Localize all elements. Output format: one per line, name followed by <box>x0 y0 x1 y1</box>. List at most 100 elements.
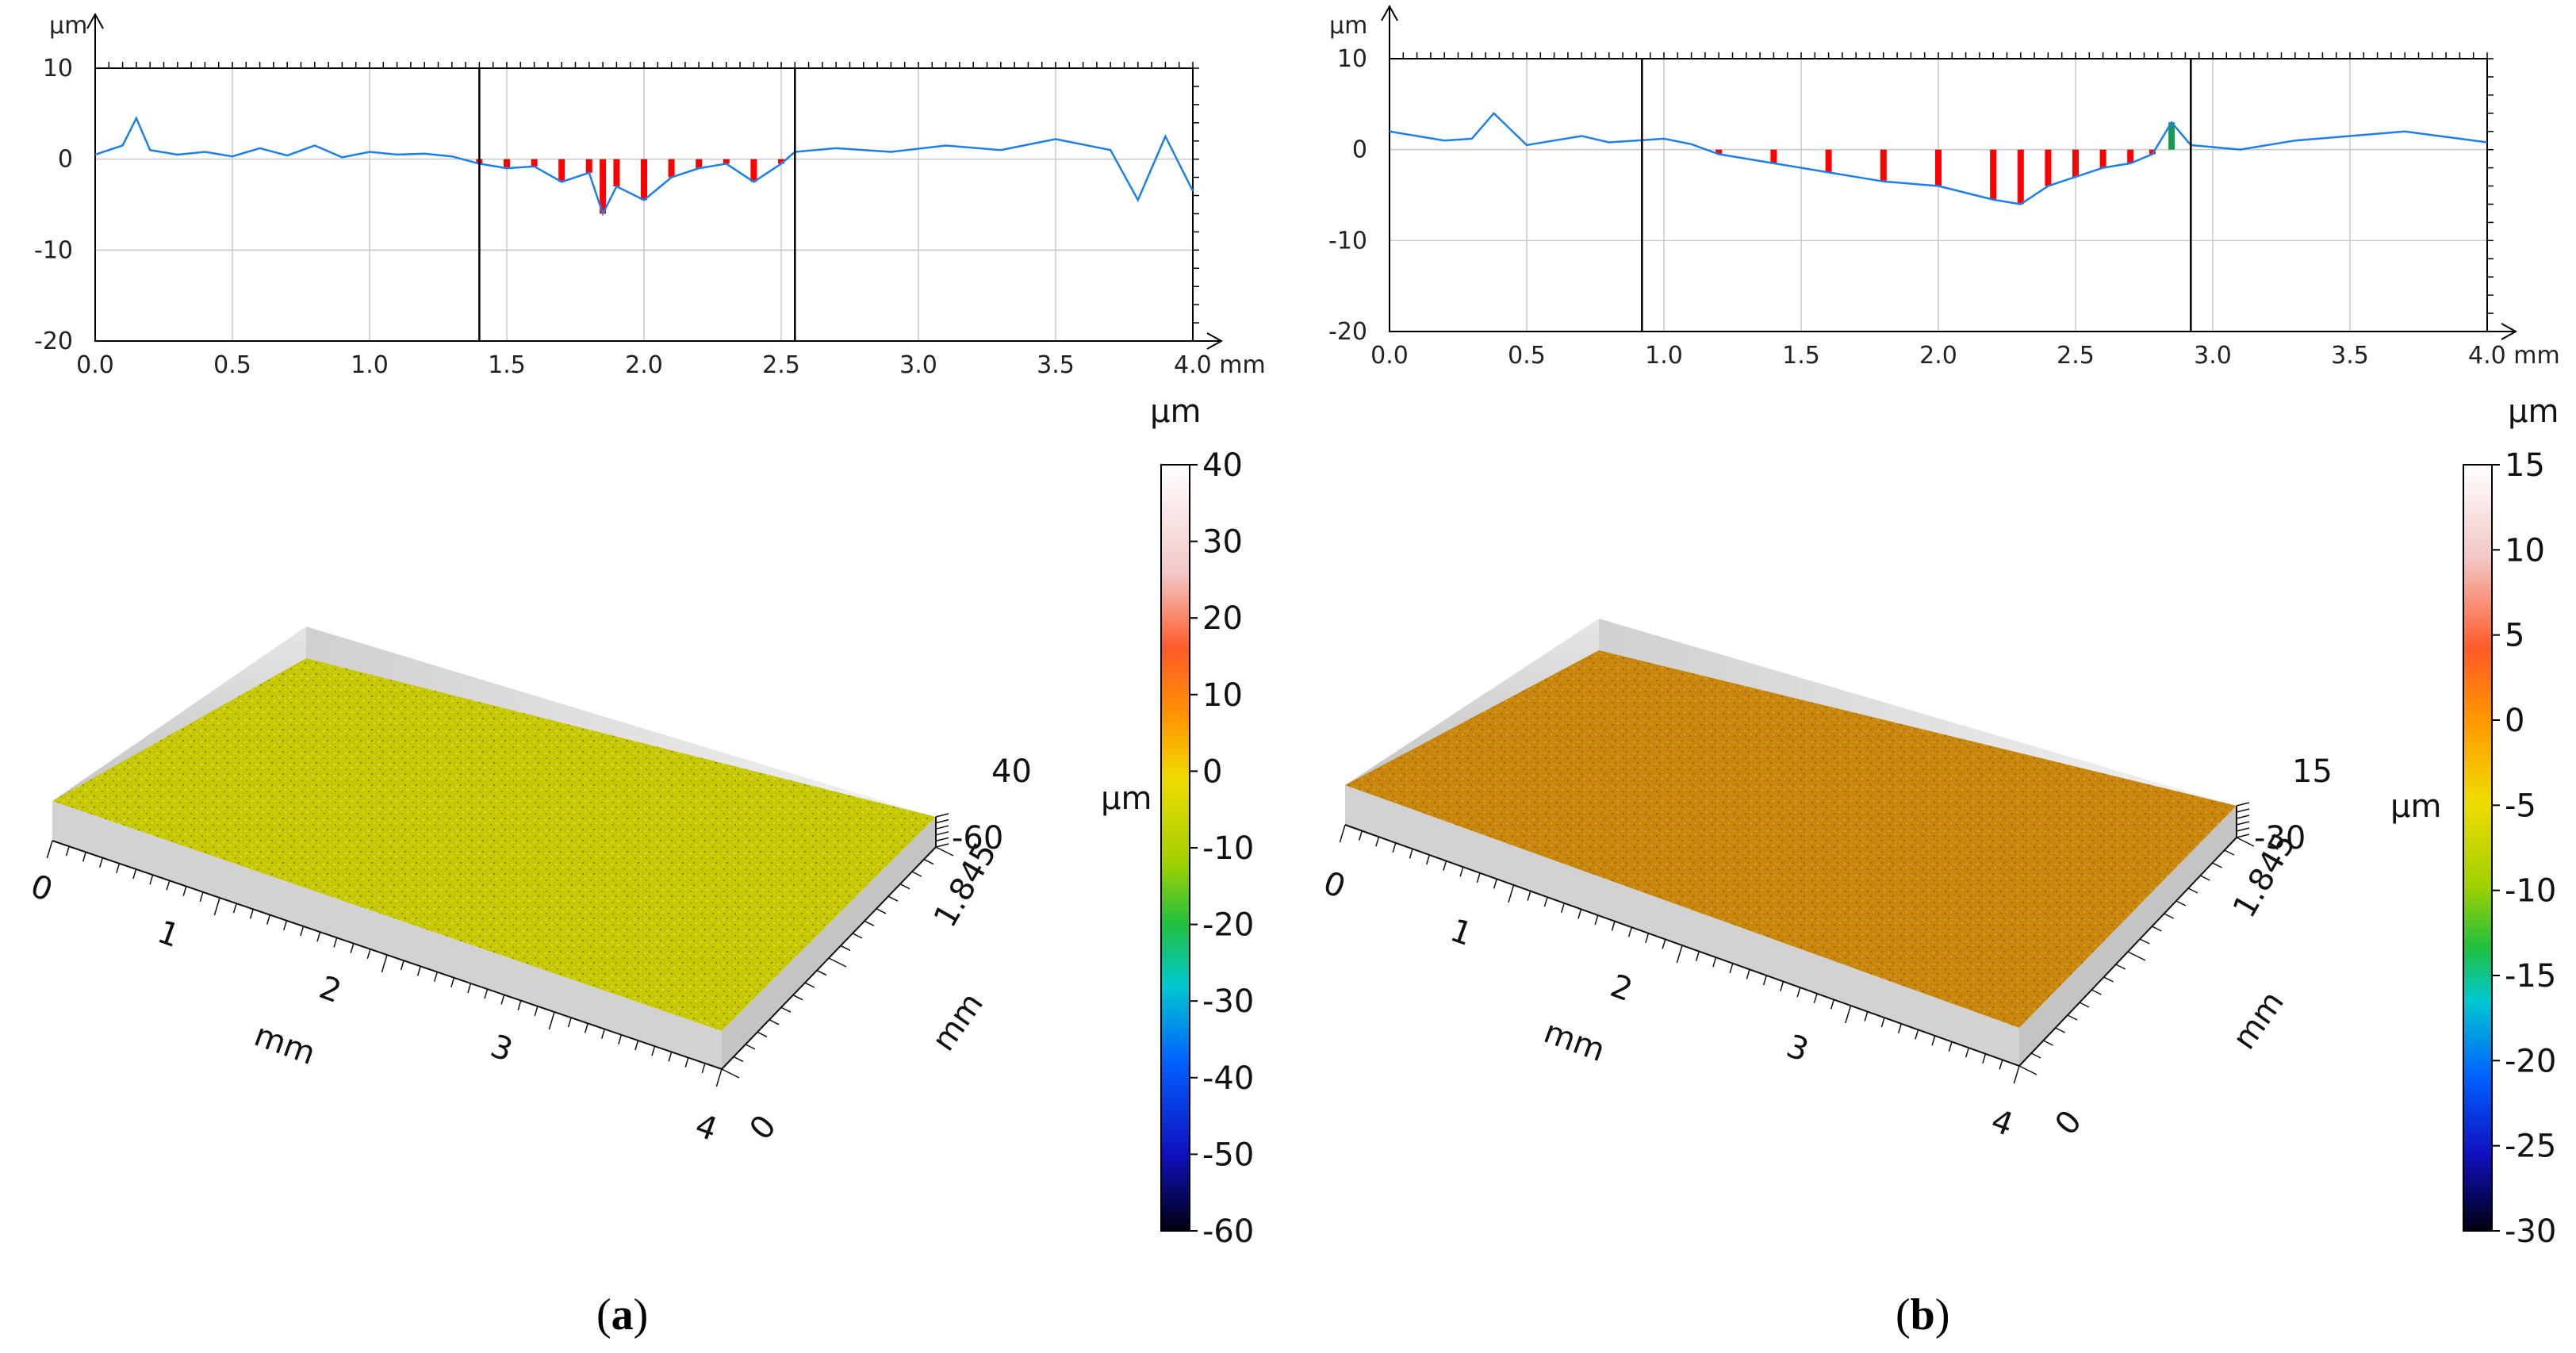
colorbar-tick-label: 0 <box>1202 753 1222 790</box>
x3d-tick <box>715 1068 723 1087</box>
x3d-tick <box>1358 830 1363 841</box>
side-face-b <box>2019 806 2237 1066</box>
ticks-3d-b <box>1339 802 2255 1084</box>
peak-fill-bar <box>2168 122 2175 150</box>
x3d-tick-4-b: 4 <box>1987 1102 2018 1144</box>
x3d-tick <box>1392 842 1397 853</box>
y3d-axis-label-b: mm <box>2226 985 2291 1056</box>
y-tick-label: 10 <box>1337 45 1367 73</box>
colorbar-tick-label: 5 <box>2505 618 2524 654</box>
x3d-tick <box>249 909 254 919</box>
x3d-tick <box>584 1023 588 1033</box>
y3d-tick <box>887 895 899 902</box>
x3d-tick <box>534 1006 539 1017</box>
caption-b-close: ) <box>1935 1290 1950 1340</box>
x-tick-label: 1.0 <box>351 351 389 379</box>
x3d-tick <box>366 949 371 960</box>
z3d-tick <box>935 837 949 842</box>
x3d-tick <box>1762 975 1767 986</box>
y-axis-unit-b: µm <box>1329 12 1367 40</box>
x3d-tick <box>1611 921 1616 931</box>
x3d-tick-0-b: 0 <box>1319 864 1351 906</box>
valley-fill-bar <box>585 159 592 173</box>
caption-a-letter: a <box>611 1290 634 1340</box>
x3d-tick <box>1695 951 1700 961</box>
x3d-tick <box>1594 914 1599 926</box>
x-tick-label: 4.0 mm <box>1174 351 1266 379</box>
x3d-tick <box>1880 1017 1885 1028</box>
valley-fill-bar <box>1770 149 1777 163</box>
x-tick-label: 3.0 <box>899 351 937 379</box>
x3d-tick <box>1845 1005 1852 1024</box>
profile-line-b <box>1389 111 2488 205</box>
y-tick-label: -10 <box>1328 227 1367 255</box>
valley-fill-bar <box>1990 149 1997 200</box>
x3d-tick <box>300 926 305 937</box>
y3d-tick <box>828 957 847 968</box>
x3d-tick <box>1627 926 1632 937</box>
x3d-tick <box>651 1045 656 1056</box>
x3d-tick <box>416 966 421 976</box>
x3d-tick <box>1577 909 1582 919</box>
cursor-markers-b <box>1641 59 2192 332</box>
x-tick-label: 3.5 <box>1037 351 1075 379</box>
x3d-tick <box>618 1034 623 1045</box>
valley-fill-bar <box>723 159 730 164</box>
z3d-tick-bottom-b: -30 <box>2254 820 2306 857</box>
x3d-tick <box>1897 1023 1902 1034</box>
side-face-a <box>722 817 936 1069</box>
x3d-tick <box>1965 1047 1969 1058</box>
colorbar-tick-label: -5 <box>2505 788 2536 824</box>
x3d-tick-1-b: 1 <box>1446 912 1478 953</box>
x3d-tick <box>149 874 154 885</box>
valley-fill-bar <box>1825 149 1832 173</box>
x3d-tick <box>467 983 472 994</box>
colorbar-b: µm 15 10 5 0 -5 -10 -15 -20 -25 -30 µm <box>2390 393 2559 1250</box>
y3d-tick <box>816 969 827 976</box>
profile-fills-a <box>476 159 784 214</box>
y-tick-label: 10 <box>43 55 73 82</box>
valley-fill-bar <box>1715 149 1723 155</box>
x3d-tick <box>1712 956 1717 968</box>
z3d-tick <box>935 831 949 836</box>
colorbar-tick-label: 20 <box>1202 600 1243 637</box>
x3d-tick <box>1459 866 1464 877</box>
x3d-tick <box>98 857 104 868</box>
surface-a <box>52 658 936 1031</box>
valley-fill-bar <box>558 159 565 182</box>
y3d-tick <box>2152 926 2162 932</box>
y3d-tick <box>2043 1040 2053 1046</box>
valley-fill-bar <box>2072 149 2079 178</box>
z3d-tick <box>2236 802 2250 807</box>
x-axis-arrow-a <box>1193 332 1224 350</box>
colorbar-tick-label: 40 <box>1202 447 1243 484</box>
x3d-tick <box>213 897 220 916</box>
x3d-tick <box>1339 824 1346 843</box>
x3d-tick <box>116 863 121 874</box>
y3d-tick <box>721 1068 740 1079</box>
x3d-tick <box>1527 891 1531 901</box>
y3d-tick <box>2199 875 2210 881</box>
y3d-tick <box>2139 938 2150 945</box>
colorbar-tick-label: -30 <box>2505 1213 2556 1250</box>
gridlines-b <box>1389 58 2488 332</box>
x-tick-label: 2.5 <box>762 351 800 379</box>
y3d-tick <box>864 920 875 927</box>
valley-fill-bar <box>750 159 757 182</box>
x3d-tick <box>1560 903 1565 914</box>
colorbar-unit-side-a: µm <box>1101 780 1152 817</box>
x-tick-label: 2.0 <box>625 351 663 379</box>
z3d-tick <box>935 813 949 818</box>
x3d-tick <box>2013 1065 2020 1084</box>
z3d-tick <box>935 843 949 848</box>
y3d-tick <box>2187 887 2198 894</box>
cursor-markers-a <box>478 68 796 341</box>
x3d-tick <box>381 954 388 973</box>
y3d-tick <box>2127 951 2146 961</box>
x3d-tick <box>132 868 137 880</box>
colorbar-tick-label: -10 <box>2505 873 2556 910</box>
y3d-tick <box>935 846 954 857</box>
colorbar-unit-top-a: µm <box>1150 393 1201 430</box>
z3d-tick-top-b: 15 <box>2292 753 2333 790</box>
x3d-tick <box>316 931 321 942</box>
